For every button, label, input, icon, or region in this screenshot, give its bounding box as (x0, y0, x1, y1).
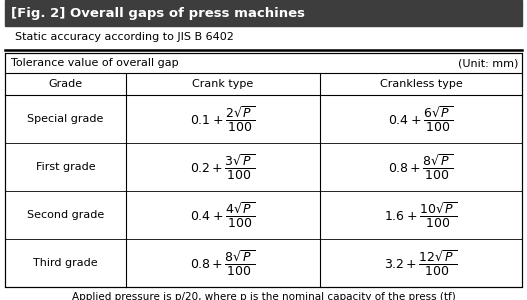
Text: $0.4+\dfrac{6\sqrt{P\,}}{100}$: $0.4+\dfrac{6\sqrt{P\,}}{100}$ (388, 104, 454, 134)
Text: Second grade: Second grade (27, 210, 104, 220)
Text: Tolerance value of overall gap: Tolerance value of overall gap (11, 58, 179, 68)
Text: Grade: Grade (48, 79, 83, 89)
Text: Third grade: Third grade (33, 258, 98, 268)
Text: $0.1+\dfrac{2\sqrt{P\,}}{100}$: $0.1+\dfrac{2\sqrt{P\,}}{100}$ (190, 104, 256, 134)
Text: Special grade: Special grade (27, 114, 104, 124)
Text: (Unit: mm): (Unit: mm) (457, 58, 518, 68)
Text: Crank type: Crank type (192, 79, 253, 89)
Text: Crankless type: Crankless type (379, 79, 462, 89)
Text: $0.8+\dfrac{8\sqrt{P\,}}{100}$: $0.8+\dfrac{8\sqrt{P\,}}{100}$ (388, 152, 454, 182)
Text: [Fig. 2] Overall gaps of press machines: [Fig. 2] Overall gaps of press machines (11, 7, 305, 20)
Text: $0.2+\dfrac{3\sqrt{P\,}}{100}$: $0.2+\dfrac{3\sqrt{P\,}}{100}$ (190, 152, 256, 182)
Text: Static accuracy according to JIS B 6402: Static accuracy according to JIS B 6402 (15, 32, 234, 42)
Text: $3.2+\dfrac{12\sqrt{P\,}}{100}$: $3.2+\dfrac{12\sqrt{P\,}}{100}$ (384, 248, 457, 278)
Text: $0.4+\dfrac{4\sqrt{P\,}}{100}$: $0.4+\dfrac{4\sqrt{P\,}}{100}$ (190, 200, 256, 230)
Text: $1.6+\dfrac{10\sqrt{P\,}}{100}$: $1.6+\dfrac{10\sqrt{P\,}}{100}$ (384, 200, 458, 230)
Text: Applied pressure is p/20, where p is the nominal capacity of the press (tf): Applied pressure is p/20, where p is the… (72, 292, 455, 300)
Text: First grade: First grade (36, 162, 95, 172)
Text: $0.8+\dfrac{8\sqrt{P\,}}{100}$: $0.8+\dfrac{8\sqrt{P\,}}{100}$ (190, 248, 256, 278)
FancyBboxPatch shape (5, 0, 522, 26)
